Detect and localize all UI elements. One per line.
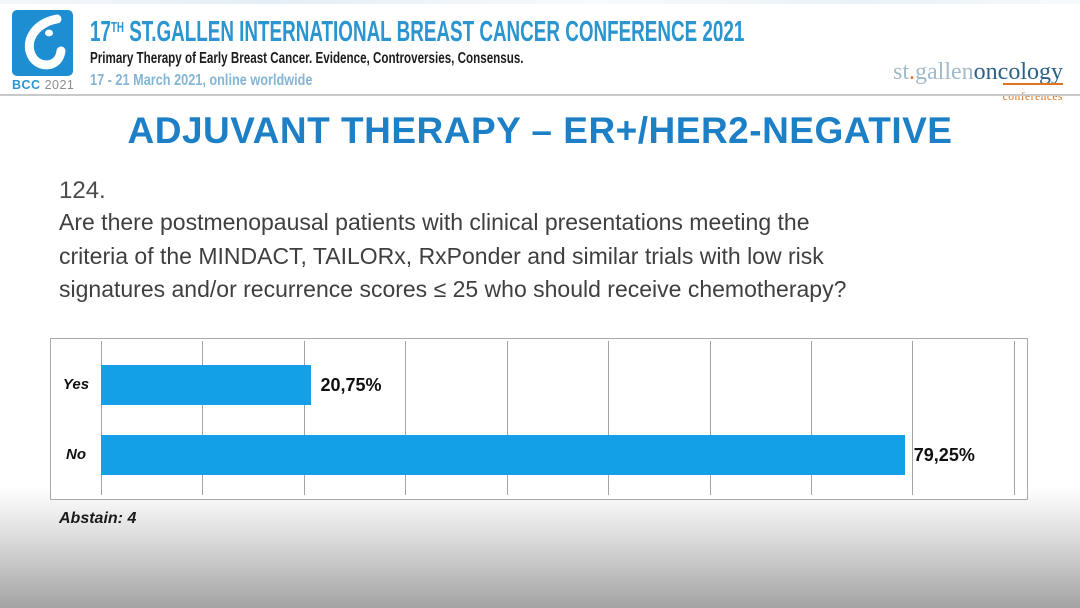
gridline xyxy=(912,341,914,495)
header-divider xyxy=(0,94,1080,96)
gridline xyxy=(709,341,711,495)
brand-gallen: gallen xyxy=(915,59,974,85)
brand-conferences: conferences xyxy=(1002,83,1063,109)
brand-st: st xyxy=(893,59,910,85)
conference-title-text: ST.GALLEN INTERNATIONAL BREAST CANCER CO… xyxy=(123,16,745,48)
brand-dot: . xyxy=(909,59,916,85)
question-line-3: signatures and/or recurrence scores ≤ 25… xyxy=(59,276,847,302)
conference-header: BCC 2021 17TH ST.GALLEN INTERNATIONAL BR… xyxy=(0,4,1080,103)
abstain-note: Abstain: 4 xyxy=(59,510,137,527)
conference-title: 17TH ST.GALLEN INTERNATIONAL BREAST CANC… xyxy=(90,13,1080,47)
poll-question: 124. Are there postmenopausal patients w… xyxy=(59,176,999,307)
droplet-logo-icon xyxy=(12,10,73,76)
gridline xyxy=(202,341,204,495)
brand-oncology: oncology xyxy=(973,59,1063,85)
slide-title: ADJUVANT THERAPY – ER+/HER2-NEGATIVE xyxy=(127,110,953,151)
bcc-2021-logo: BCC 2021 xyxy=(12,10,90,92)
gridline xyxy=(405,341,407,495)
conference-date: 17 - 21 March 2021, online worldwide xyxy=(90,72,313,89)
gridline xyxy=(303,341,305,495)
question-line-2: criteria of the MINDACT, TAILORx, RxPond… xyxy=(59,242,824,269)
gridline xyxy=(101,341,102,495)
bcc-year: 2021 xyxy=(44,78,75,92)
bar-yes xyxy=(101,365,312,405)
gridline xyxy=(1013,341,1015,495)
gridline xyxy=(608,341,610,495)
value-label-no: 79,25% xyxy=(913,445,975,465)
plot-area: 20,75% 79,25% xyxy=(101,341,1027,495)
bcc-acronym: BCC xyxy=(12,78,41,92)
category-label-no: No xyxy=(66,446,86,463)
question-number: 124. xyxy=(59,177,106,204)
category-label-yes: Yes xyxy=(62,376,90,393)
question-line-1: Are there postmenopausal patients with c… xyxy=(59,209,810,235)
value-label-yes: 20,75% xyxy=(320,375,382,395)
stgallen-oncology-logo: st.gallenoncology conferences xyxy=(893,60,1063,109)
poll-bar-chart: 20,75% 79,25% Yes No xyxy=(50,338,1028,500)
conference-subtitle: Primary Therapy of Early Breast Cancer. … xyxy=(90,50,524,67)
gridline xyxy=(506,341,508,495)
bcc-logo-caption: BCC 2021 xyxy=(12,78,90,92)
conference-title-number: 17 xyxy=(90,16,111,48)
bar-no xyxy=(101,435,905,475)
conference-title-ordinal: TH xyxy=(110,19,124,36)
gridline xyxy=(810,341,812,495)
video-edge-artifact xyxy=(0,0,1080,4)
